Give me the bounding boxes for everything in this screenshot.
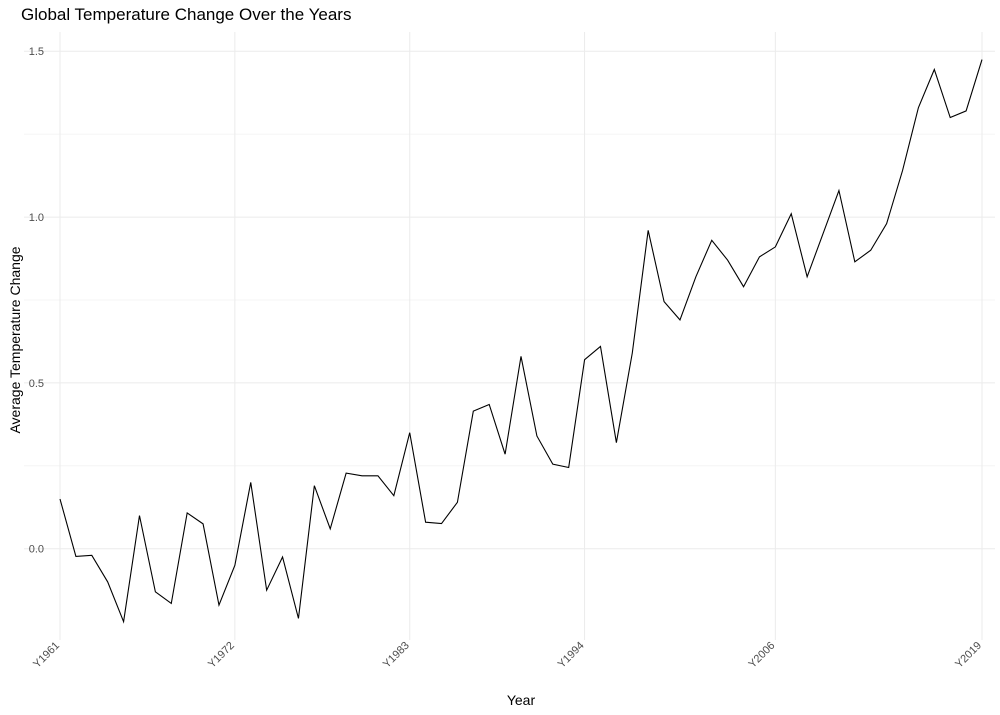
temperature-series-line xyxy=(59,59,983,624)
y-tick-label: 0.5 xyxy=(29,378,44,390)
x-tick-label: Y1972 xyxy=(206,640,237,671)
y-axis-label: Average Temperature Change xyxy=(7,246,23,433)
x-tick-label: Y2019 xyxy=(953,640,984,671)
chart-title: Global Temperature Change Over the Years xyxy=(21,5,352,24)
x-tick-labels: Y1961 Y1972 Y1983 Y1994 Y2006 Y2019 xyxy=(31,640,984,671)
y-tick-labels: 0.0 0.5 1.0 1.5 xyxy=(29,46,44,556)
x-tick-label: Y1994 xyxy=(556,640,587,671)
grid xyxy=(24,32,995,640)
x-tick-label: Y2006 xyxy=(746,640,777,671)
x-tick-label: Y1961 xyxy=(31,640,62,671)
y-tick-label: 0.0 xyxy=(29,544,44,556)
x-axis-label: Year xyxy=(507,692,536,708)
y-tick-label: 1.5 xyxy=(29,46,44,58)
y-tick-label: 1.0 xyxy=(29,212,44,224)
x-tick-label: Y1983 xyxy=(381,640,412,671)
